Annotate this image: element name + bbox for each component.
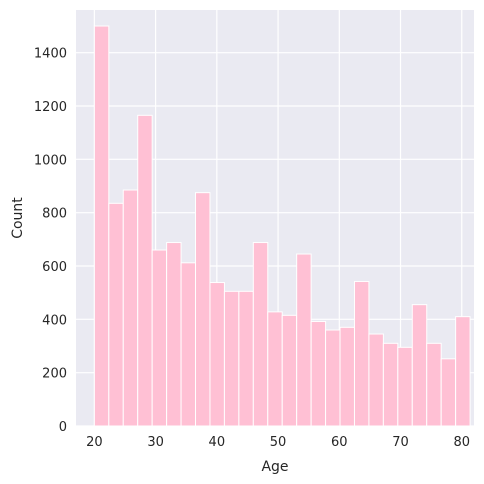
histogram-bar-2: [122, 189, 139, 427]
histogram-bar-23: [426, 342, 442, 427]
histogram-bar-13: [281, 314, 298, 427]
histogram-bar-21: [397, 346, 413, 427]
histogram-bar-14: [296, 253, 312, 427]
y-axis-label: Count: [10, 197, 26, 239]
histogram-bar-12: [267, 311, 283, 427]
y-tick-label: 1400: [34, 47, 67, 62]
histogram-bar-3: [137, 114, 153, 427]
y-tick-labels: 0 200 400 600 800 1000 1200 1400: [34, 47, 67, 435]
histogram-bar-15: [310, 320, 327, 427]
histogram-bar-9: [223, 290, 240, 427]
y-tick-label: 0: [59, 420, 67, 435]
y-tick-label: 600: [42, 260, 67, 275]
histogram-bar-24: [440, 358, 457, 427]
x-tick-label: 60: [331, 435, 348, 450]
histogram-bar-22: [411, 304, 428, 427]
histogram-bar-19: [368, 333, 384, 427]
histogram-bar-1: [108, 202, 124, 427]
x-tick-label: 70: [392, 435, 409, 450]
histogram-bar-10: [238, 290, 254, 427]
histogram-bar-25: [455, 316, 471, 427]
y-tick-label: 800: [42, 207, 67, 222]
histogram-bar-6: [180, 262, 197, 427]
x-tick-labels: 20 30 40 50 60 70 80: [86, 435, 470, 450]
bars: [93, 25, 471, 427]
x-tick-label: 30: [147, 435, 164, 450]
y-tick-label: 1200: [34, 100, 67, 115]
y-tick-label: 1000: [34, 153, 67, 168]
histogram-bar-0: [93, 25, 110, 427]
x-tick-label: 80: [453, 435, 470, 450]
x-tick-label: 50: [270, 435, 287, 450]
histogram-bar-5: [166, 242, 182, 427]
histogram-bar-4: [151, 249, 168, 427]
histogram-bar-18: [353, 280, 370, 427]
x-tick-label: 20: [86, 435, 103, 450]
histogram-bar-11: [252, 242, 269, 427]
histogram-bar-16: [325, 329, 341, 427]
x-tick-label: 40: [209, 435, 226, 450]
y-tick-label: 200: [42, 367, 67, 382]
x-axis-label: Age: [261, 459, 288, 475]
y-tick-label: 400: [42, 313, 67, 328]
histogram-bar-7: [195, 192, 211, 427]
histogram-bar-8: [209, 282, 225, 427]
histogram-bar-20: [382, 342, 399, 427]
histogram-bar-17: [339, 326, 355, 427]
